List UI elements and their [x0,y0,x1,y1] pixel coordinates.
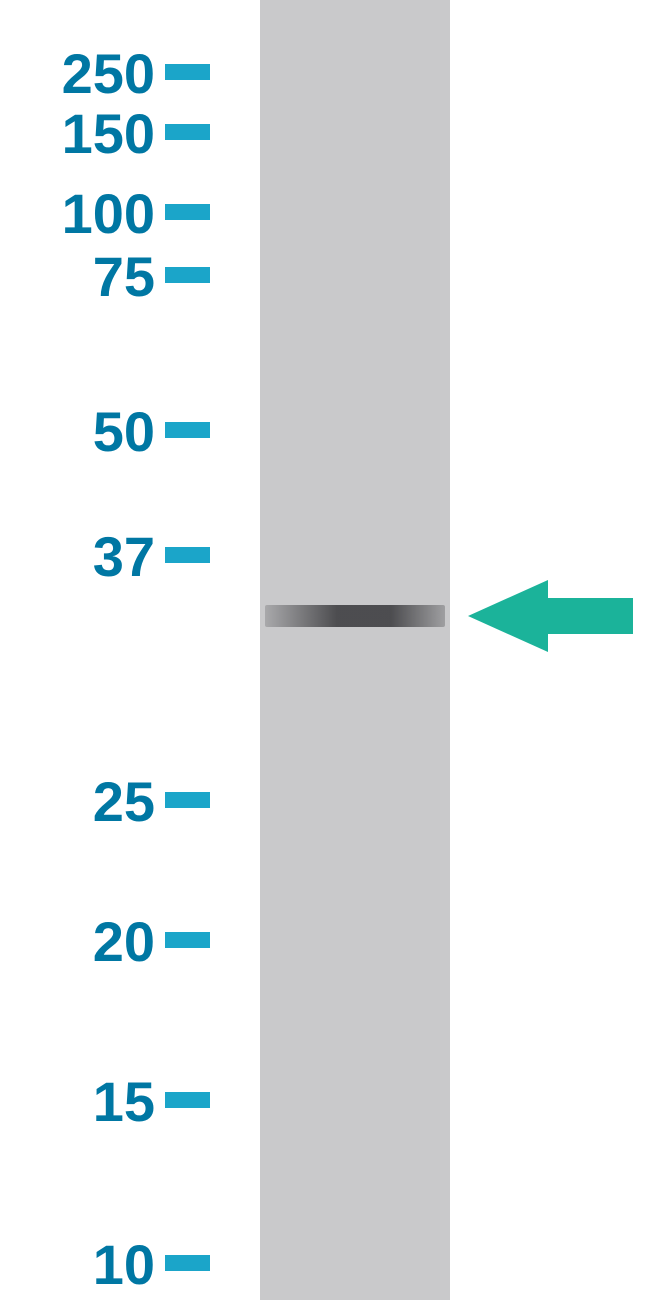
mw-marker-label-100: 100 [62,181,155,246]
mw-marker-label-250: 250 [62,41,155,106]
mw-marker-label-25: 25 [93,769,155,834]
mw-marker-tick-20 [165,932,210,948]
mw-marker-label-150: 150 [62,101,155,166]
mw-marker-tick-100 [165,204,210,220]
gel-lane [260,0,450,1300]
mw-marker-tick-50 [165,422,210,438]
mw-marker-tick-15 [165,1092,210,1108]
mw-marker-tick-10 [165,1255,210,1271]
mw-marker-tick-250 [165,64,210,80]
mw-marker-label-20: 20 [93,909,155,974]
mw-marker-label-15: 15 [93,1069,155,1134]
arrow-head-icon [468,580,548,652]
mw-marker-tick-75 [165,267,210,283]
mw-marker-label-37: 37 [93,524,155,589]
mw-marker-label-75: 75 [93,244,155,309]
mw-marker-tick-25 [165,792,210,808]
mw-marker-label-10: 10 [93,1232,155,1297]
arrow-shaft [548,598,633,634]
mw-marker-label-50: 50 [93,399,155,464]
mw-marker-tick-150 [165,124,210,140]
protein-band [265,605,445,627]
mw-marker-tick-37 [165,547,210,563]
western-blot-diagram: 250150 10075 50 37 25 20 15 10 [0,0,650,1300]
